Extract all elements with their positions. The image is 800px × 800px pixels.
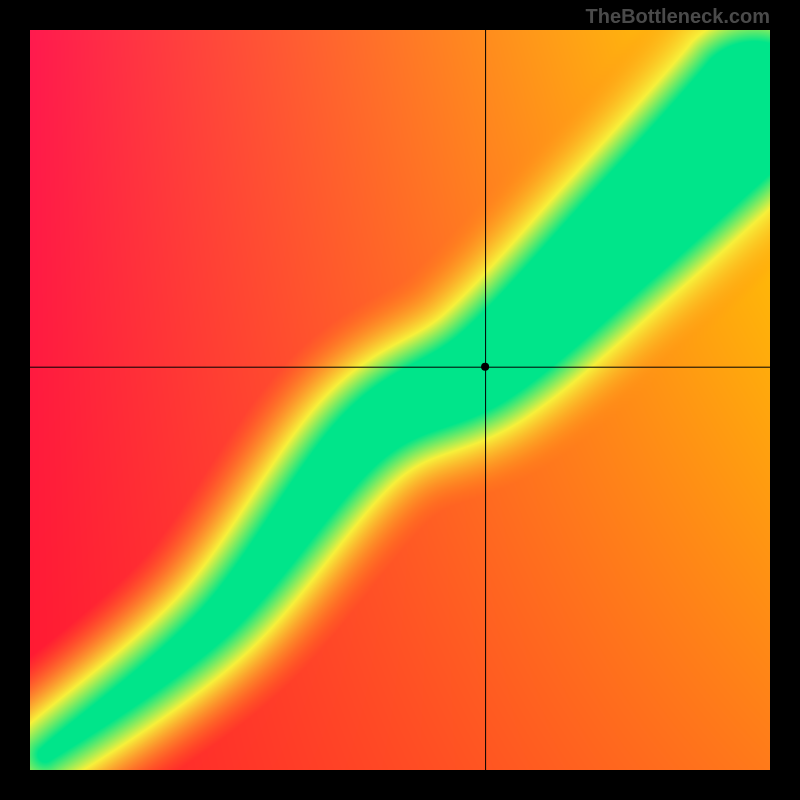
- watermark-text: TheBottleneck.com: [586, 6, 770, 29]
- bottleneck-heatmap: [30, 30, 770, 770]
